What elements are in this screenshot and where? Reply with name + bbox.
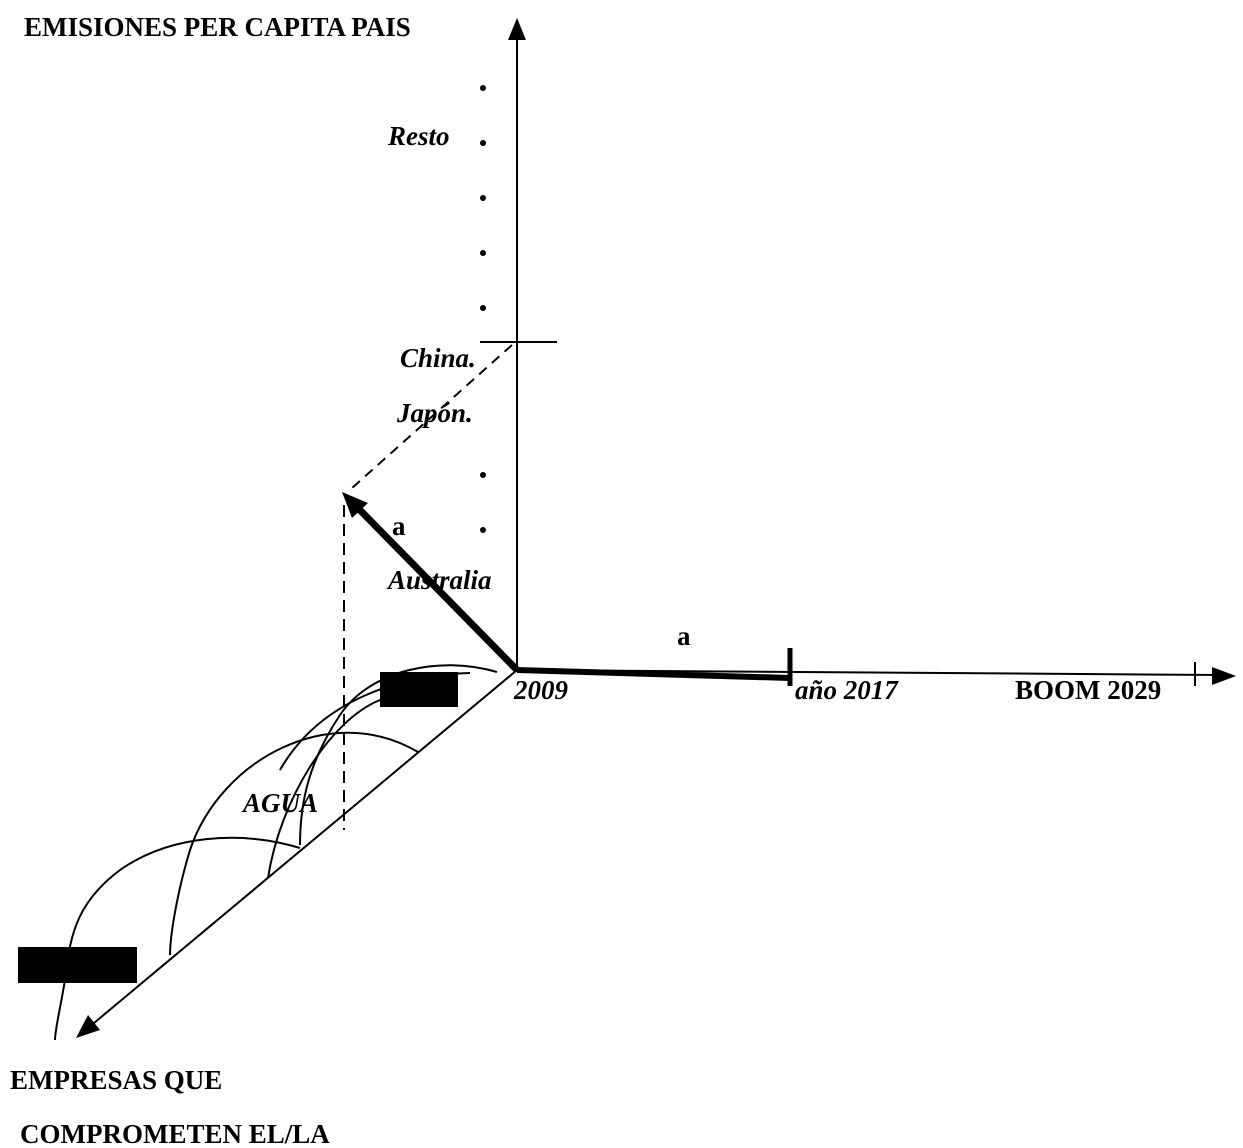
x-label: 2009	[513, 675, 569, 705]
y-axis-label: EMISIONES PER CAPITA PAIS	[24, 12, 411, 42]
z-axis	[87, 669, 518, 1029]
block	[380, 672, 458, 707]
dots	[480, 85, 486, 533]
z-axis-label: COMPROMETEN EL/LA	[20, 1119, 330, 1148]
x-label: BOOM 2029	[1015, 675, 1161, 705]
region-label: AGUA	[241, 788, 318, 818]
vector	[352, 502, 520, 673]
arcs	[54, 664, 498, 1041]
z-axis-label: EMPRESAS QUE	[10, 1065, 222, 1095]
vector-label: a	[392, 511, 406, 541]
x-vector	[516, 667, 791, 681]
vector-label: a	[677, 621, 691, 651]
vector-arrow	[342, 492, 368, 518]
country-label: Japón.	[396, 398, 473, 428]
dashed-line	[351, 344, 513, 489]
country-label: Australia	[386, 565, 492, 595]
block	[18, 947, 137, 983]
country-label: China.	[400, 343, 476, 373]
x-arrow	[1212, 667, 1236, 685]
country-label: Resto	[387, 121, 450, 151]
z-arrow	[76, 1015, 100, 1038]
x-label: año 2017	[795, 675, 899, 705]
y-arrow	[508, 18, 526, 40]
